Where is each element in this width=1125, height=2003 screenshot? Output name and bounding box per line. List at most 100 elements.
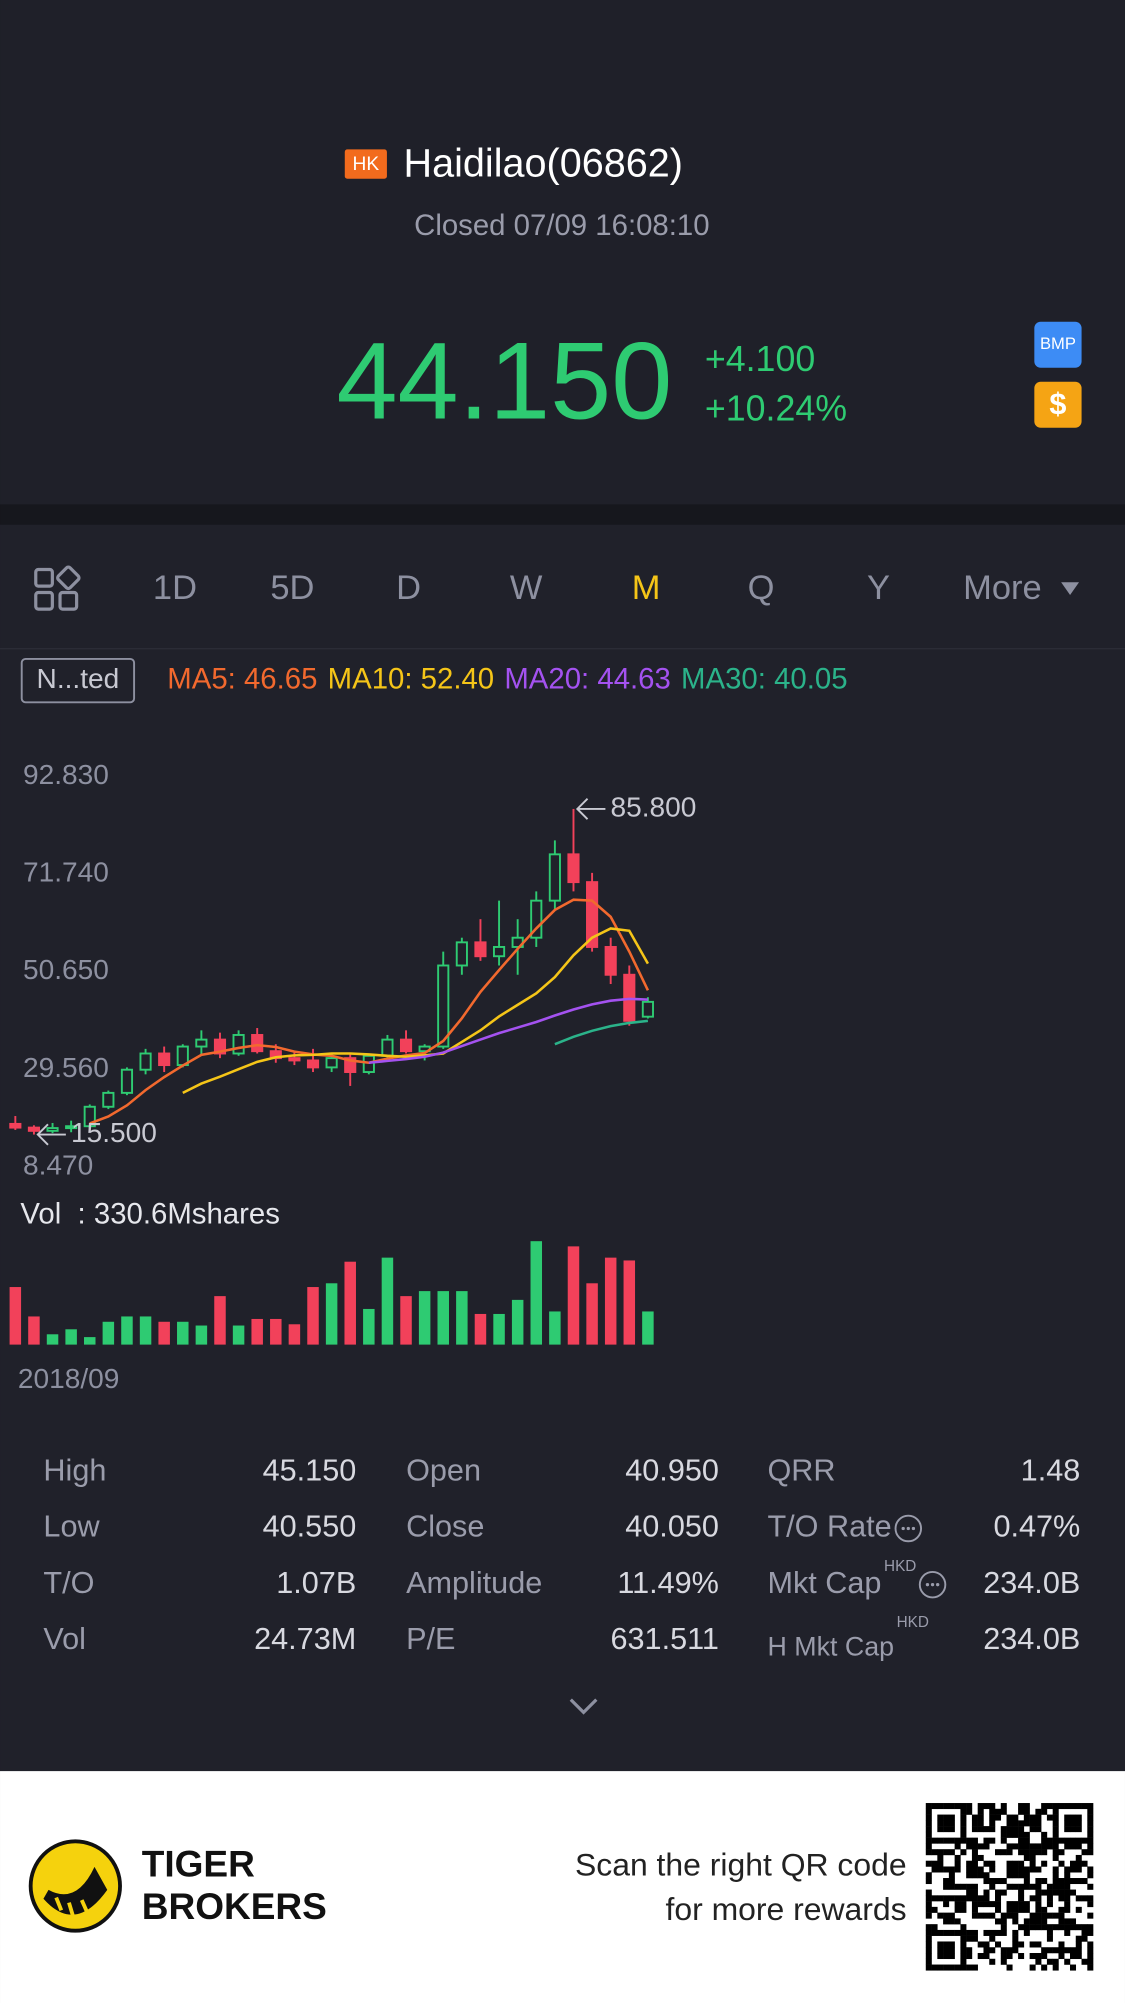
volume-bar xyxy=(400,1296,412,1345)
info-icon[interactable] xyxy=(894,1514,923,1543)
info-icon[interactable] xyxy=(918,1570,947,1599)
qr-module xyxy=(1000,1947,1007,1954)
qr-module xyxy=(1035,1849,1042,1856)
qr-module xyxy=(943,1814,950,1821)
qr-module xyxy=(1023,1820,1030,1827)
qr-module xyxy=(1052,1958,1059,1965)
tab[interactable]: M xyxy=(632,569,661,607)
stat-label: H Mkt Cap xyxy=(767,1632,894,1662)
qr-module xyxy=(1041,1843,1048,1850)
qr-module xyxy=(989,1883,996,1890)
qr-module xyxy=(995,1849,1002,1856)
qr-module xyxy=(989,1808,996,1815)
qr-module xyxy=(1012,1929,1019,1936)
change: +4.100 xyxy=(705,339,815,379)
qr-module xyxy=(971,1872,978,1879)
qr-module xyxy=(1012,1901,1019,1908)
qr-module xyxy=(960,1929,967,1936)
qr-module xyxy=(1000,1837,1007,1844)
qr-module xyxy=(1064,1947,1071,1954)
qr-module xyxy=(954,1883,961,1890)
qr-module xyxy=(931,1964,938,1971)
qr-module xyxy=(977,1854,984,1861)
qr-module xyxy=(1081,1924,1088,1931)
indicator-box[interactable] xyxy=(20,657,136,704)
qr-module xyxy=(995,1814,1002,1821)
qr-module xyxy=(1035,1889,1042,1896)
qr-module xyxy=(948,1953,955,1960)
qr-module xyxy=(1064,1820,1071,1827)
qr-module xyxy=(977,1953,984,1960)
ma-line xyxy=(182,927,650,1095)
qr-module xyxy=(1000,1953,1007,1960)
qr-module xyxy=(1075,1878,1082,1885)
dollar-icon[interactable] xyxy=(1034,381,1082,428)
qr-module xyxy=(943,1895,950,1902)
candle-body xyxy=(325,1057,338,1069)
qr-module xyxy=(1058,1912,1065,1919)
tab[interactable]: Y xyxy=(867,569,890,607)
qr-module xyxy=(937,1912,944,1919)
qr-module xyxy=(1006,1947,1013,1954)
volume-bar xyxy=(177,1321,189,1345)
qr-module xyxy=(966,1883,973,1890)
candle-body xyxy=(65,1125,78,1130)
layout-icon[interactable] xyxy=(34,565,81,611)
qr-module xyxy=(1018,1906,1025,1913)
footer xyxy=(0,1771,1125,2003)
qr-module xyxy=(1058,1953,1065,1960)
qr-module xyxy=(1046,1929,1053,1936)
qr-module xyxy=(925,1849,932,1856)
bmp-icon[interactable] xyxy=(1034,321,1082,368)
qr-module xyxy=(1029,1826,1036,1833)
qr-module xyxy=(1087,1803,1094,1810)
qr-module xyxy=(1081,1860,1088,1867)
candle-body xyxy=(455,941,468,967)
qr-module xyxy=(1087,1820,1094,1827)
tab[interactable]: W xyxy=(510,569,543,607)
qr-module xyxy=(925,1901,932,1908)
qr-module xyxy=(943,1929,950,1936)
qr-module xyxy=(995,1878,1002,1885)
qr-module xyxy=(966,1889,973,1896)
qr-module xyxy=(948,1912,955,1919)
volume-bar xyxy=(195,1325,208,1345)
tab[interactable]: D xyxy=(396,569,421,607)
info-dot xyxy=(936,1583,940,1587)
qr-module xyxy=(948,1964,955,1971)
qr-module xyxy=(1052,1837,1059,1844)
candle-body xyxy=(83,1105,96,1128)
qr-module xyxy=(983,1860,990,1867)
qr-module xyxy=(937,1947,944,1954)
qr-module xyxy=(937,1803,944,1810)
tab[interactable]: More xyxy=(963,569,1042,607)
qr-module xyxy=(1058,1837,1065,1844)
qr-module xyxy=(989,1837,996,1844)
qr-module xyxy=(966,1866,973,1873)
qr-module xyxy=(971,1935,978,1942)
tab[interactable]: Q xyxy=(748,569,775,607)
qr-module xyxy=(1006,1814,1013,1821)
qr-module xyxy=(1023,1929,1030,1936)
qr-module xyxy=(948,1878,955,1885)
qr-module xyxy=(1041,1912,1048,1919)
qr-module xyxy=(1023,1803,1030,1810)
qr-module xyxy=(995,1918,1002,1925)
tab[interactable]: 1D xyxy=(153,569,197,607)
qr-module xyxy=(1006,1906,1013,1913)
qr-module xyxy=(1035,1941,1042,1948)
qr-module xyxy=(1069,1843,1077,1850)
qr-module xyxy=(925,1964,932,1971)
qr-module xyxy=(1064,1918,1071,1925)
expand-chevron[interactable] xyxy=(569,1698,598,1715)
qr-module xyxy=(1081,1929,1088,1936)
qr-module xyxy=(948,1866,955,1873)
stat-unit: HKD xyxy=(884,1558,916,1575)
tab[interactable]: 5D xyxy=(270,569,314,607)
candle-body xyxy=(381,1038,394,1057)
qr-code[interactable] xyxy=(925,1803,1094,1971)
candle-body xyxy=(548,853,561,902)
qr-module xyxy=(1064,1814,1071,1821)
qr-module xyxy=(1058,1860,1065,1867)
qr-module xyxy=(1087,1843,1094,1850)
